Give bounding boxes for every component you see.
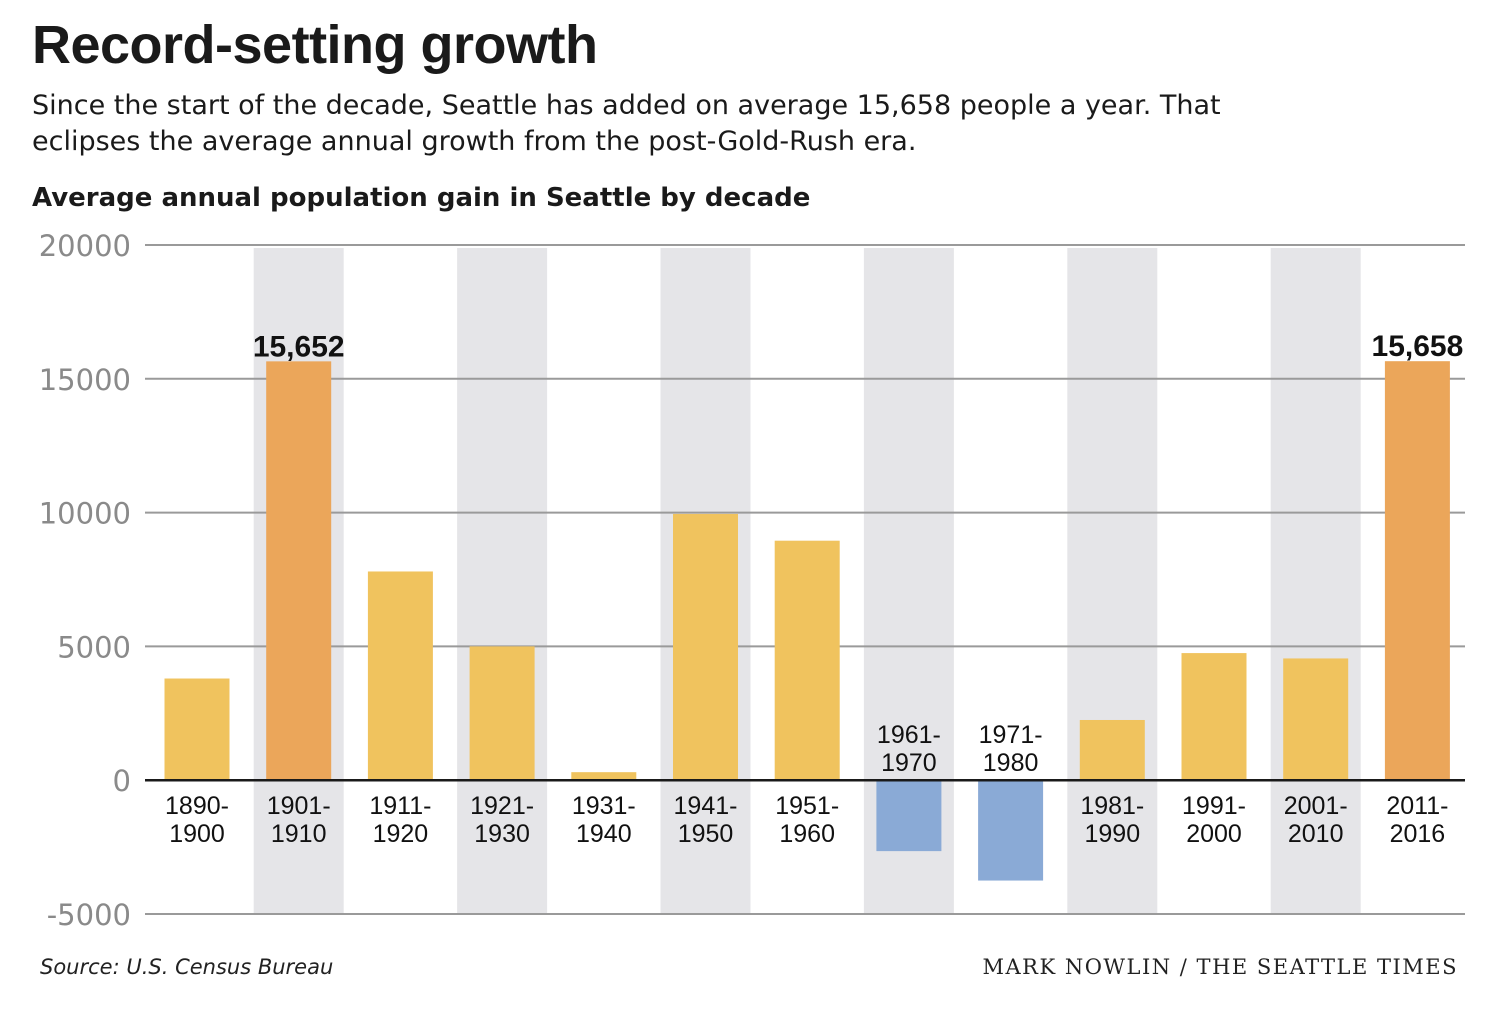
credit-line: MARK NOWLIN / THE SEATTLE TIMES: [982, 955, 1458, 979]
x-category-label: 1931-1940: [572, 792, 636, 848]
source-note: Source: U.S. Census Bureau: [40, 955, 334, 979]
bar: [571, 772, 637, 781]
x-category-label: 1911-1920: [369, 792, 431, 848]
y-tick-label: 5000: [57, 630, 131, 664]
bar: [1283, 658, 1349, 781]
y-tick-label: 0: [113, 764, 131, 798]
x-category-label: 2011-2016: [1386, 792, 1448, 848]
x-category-label: 1971-1980: [979, 721, 1043, 777]
x-category-label: 1951-1960: [775, 792, 839, 848]
column-band: [457, 248, 548, 914]
data-value-label: 15,652: [253, 330, 345, 363]
bar: [367, 571, 433, 781]
bars: [164, 361, 1450, 881]
bar: [1181, 653, 1247, 781]
chart-title: Record-setting growth: [32, 15, 598, 75]
bar: [876, 780, 942, 852]
bar: [774, 540, 840, 781]
bar: [978, 780, 1044, 881]
x-category-label: 1921-1930: [470, 792, 534, 848]
bar: [1384, 361, 1450, 781]
y-tick-label: -5000: [47, 898, 131, 932]
x-category-label: 1991-2000: [1182, 792, 1246, 848]
x-category-label: 1901-1910: [267, 792, 331, 848]
column-band: [1067, 248, 1158, 914]
data-value-labels: 15,652 15,658: [253, 330, 1463, 363]
chart-heading: Average annual population gain in Seattl…: [32, 183, 811, 213]
column-band: [1270, 248, 1361, 914]
x-category-label: 1961-1970: [877, 721, 941, 777]
x-category-label: 2001-2010: [1284, 792, 1348, 848]
y-tick-label: 10000: [39, 497, 131, 531]
y-tick-label: 15000: [39, 363, 131, 397]
y-axis-tick-labels: 20000 15000 10000 5000 0 -5000: [39, 229, 131, 932]
data-value-label: 15,658: [1372, 330, 1464, 363]
x-category-label: 1981-1990: [1080, 792, 1144, 848]
chart-subtitle: Since the start of the decade, Seattle h…: [32, 90, 1221, 157]
y-tick-label: 20000: [39, 229, 131, 263]
bar: [1079, 719, 1145, 781]
bar: [469, 646, 535, 781]
x-category-label: 1890-1900: [165, 792, 229, 848]
x-category-label: 1941-1950: [674, 792, 738, 848]
bar: [266, 361, 332, 781]
x-axis-category-labels: 1890-1900 1901-1910 1911-1920 1921-1930 1931…: [165, 721, 1448, 848]
bar: [164, 678, 230, 781]
bar: [673, 513, 738, 781]
